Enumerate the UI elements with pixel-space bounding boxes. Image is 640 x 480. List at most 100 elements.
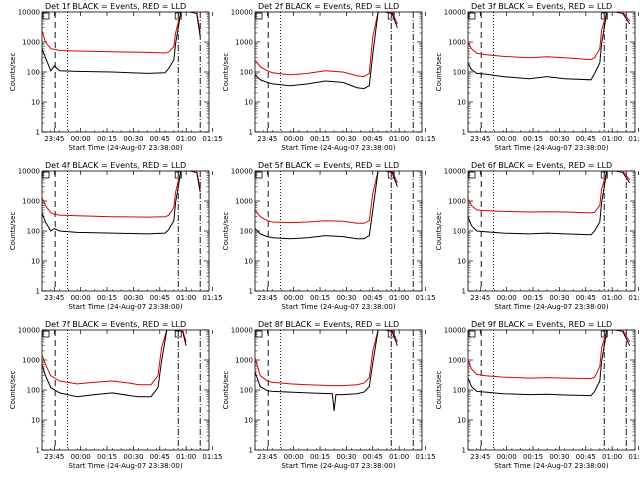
y-tick-label: 1000 — [22, 39, 40, 47]
y-tick-label: 100 — [453, 228, 466, 236]
y-tick-label: 1000 — [22, 198, 40, 206]
x-tick-label: 00:15 — [310, 294, 330, 302]
x-tick-label: 01:00 — [602, 294, 622, 302]
y-tick-label: 10000 — [231, 168, 253, 176]
x-axis-label: Start Time (24-Aug-07 23:38:00) — [281, 144, 395, 152]
x-tick-label: 01:15 — [202, 135, 222, 143]
x-tick-label: 00:00 — [497, 453, 517, 461]
y-tick-label: 10 — [457, 99, 466, 107]
y-tick-label: 1 — [249, 288, 253, 296]
y-tick-label: 10 — [31, 258, 40, 266]
y-tick-label: 10000 — [18, 327, 40, 335]
x-tick-label: 00:45 — [363, 294, 383, 302]
y-tick-label: 10 — [457, 258, 466, 266]
series-line-lld — [42, 330, 187, 386]
y-tick-label: 10000 — [18, 9, 40, 17]
series-line-events — [468, 12, 631, 81]
x-tick-label: 00:30 — [336, 453, 356, 461]
chart-title: Det 4f BLACK = Events, RED = LLD — [45, 161, 186, 170]
x-tick-label: 00:45 — [150, 294, 170, 302]
square-marker-left — [468, 12, 476, 20]
square-marker-left — [42, 12, 50, 20]
y-tick-label: 10000 — [18, 168, 40, 176]
chart-title: Det 5f BLACK = Events, RED = LLD — [258, 161, 399, 170]
y-axis-label: Counts/sec — [435, 53, 443, 92]
square-marker-right — [174, 171, 182, 179]
series-line-events — [255, 12, 398, 90]
series-line-lld — [42, 12, 201, 54]
square-marker-left — [255, 12, 263, 20]
y-tick-label: 1 — [36, 288, 40, 296]
y-tick-label: 10 — [244, 258, 253, 266]
x-tick-label: 23:45 — [257, 294, 277, 302]
chart-title: Det 9f BLACK = Events, RED = LLD — [471, 320, 612, 329]
y-axis-label: Counts/sec — [222, 212, 230, 251]
x-tick-label: 00:45 — [576, 294, 596, 302]
panel-2: Det 2f BLACK = Events, RED = LLD 1 10 100 10… — [222, 2, 436, 152]
chart-title: Det 6f BLACK = Events, RED = LLD — [471, 161, 612, 170]
y-tick-label: 1000 — [448, 198, 466, 206]
chart-title: Det 7f BLACK = Events, RED = LLD — [45, 320, 186, 329]
y-axis-label: Counts/sec — [222, 53, 230, 92]
y-tick-label: 1000 — [448, 357, 466, 365]
square-marker-left — [42, 330, 50, 338]
x-axis-label: Start Time (24-Aug-07 23:38:00) — [68, 462, 182, 470]
x-tick-label: 00:30 — [123, 453, 143, 461]
x-tick-label: 01:15 — [415, 453, 435, 461]
x-tick-label: 00:00 — [284, 294, 304, 302]
series-line-events — [468, 330, 631, 397]
panel-1: Det 1f BLACK = Events, RED = LLD 1 10 100 10… — [9, 2, 223, 152]
x-tick-label: 01:00 — [176, 135, 196, 143]
y-axis-label: Counts/sec — [435, 212, 443, 251]
x-tick-label: 23:45 — [44, 135, 64, 143]
x-tick-label: 00:30 — [336, 294, 356, 302]
series-line-events — [468, 171, 631, 236]
chart-title: Det 8f BLACK = Events, RED = LLD — [258, 320, 399, 329]
x-tick-label: 00:15 — [523, 294, 543, 302]
y-tick-label: 1 — [462, 447, 466, 455]
y-tick-label: 100 — [240, 228, 253, 236]
chart-title: Det 1f BLACK = Events, RED = LLD — [45, 2, 186, 11]
x-tick-label: 00:30 — [549, 294, 569, 302]
y-tick-label: 10000 — [231, 327, 253, 335]
x-tick-label: 00:45 — [576, 453, 596, 461]
x-tick-label: 23:45 — [44, 294, 64, 302]
x-tick-label: 01:00 — [389, 294, 409, 302]
panel-6: Det 6f BLACK = Events, RED = LLD 1 10 100 10… — [435, 161, 640, 311]
y-tick-label: 100 — [27, 387, 40, 395]
y-axis-label: Counts/sec — [435, 371, 443, 410]
series-line-lld — [255, 171, 398, 224]
y-tick-label: 100 — [453, 387, 466, 395]
y-tick-label: 10000 — [231, 9, 253, 17]
y-axis-label: Counts/sec — [9, 53, 17, 92]
y-tick-label: 1 — [36, 129, 40, 137]
y-tick-label: 1000 — [235, 357, 253, 365]
series-line-lld — [468, 330, 631, 380]
panel-8: Det 8f BLACK = Events, RED = LLD 1 10 100 10… — [222, 320, 436, 470]
y-axis-label: Counts/sec — [9, 371, 17, 410]
x-axis-label: Start Time (24-Aug-07 23:38:00) — [494, 144, 608, 152]
y-tick-label: 10 — [244, 99, 253, 107]
x-tick-label: 00:15 — [523, 135, 543, 143]
x-tick-label: 01:15 — [628, 294, 640, 302]
x-tick-label: 01:15 — [415, 294, 435, 302]
square-marker-right — [600, 12, 608, 20]
y-tick-label: 100 — [27, 69, 40, 77]
x-axis-label: Start Time (24-Aug-07 23:38:00) — [281, 462, 395, 470]
x-tick-label: 01:15 — [415, 135, 435, 143]
x-tick-label: 00:30 — [549, 135, 569, 143]
series-line-lld — [468, 12, 631, 61]
x-tick-label: 00:00 — [71, 294, 91, 302]
x-tick-label: 01:00 — [602, 135, 622, 143]
x-axis-label: Start Time (24-Aug-07 23:38:00) — [68, 303, 182, 311]
x-tick-label: 23:45 — [257, 135, 277, 143]
y-axis-label: Counts/sec — [9, 212, 17, 251]
x-tick-label: 01:00 — [176, 453, 196, 461]
x-tick-label: 00:00 — [497, 294, 517, 302]
x-tick-label: 00:15 — [523, 453, 543, 461]
x-tick-label: 00:15 — [310, 135, 330, 143]
x-tick-label: 00:15 — [97, 453, 117, 461]
series-line-events — [255, 171, 398, 240]
x-tick-label: 00:30 — [123, 135, 143, 143]
